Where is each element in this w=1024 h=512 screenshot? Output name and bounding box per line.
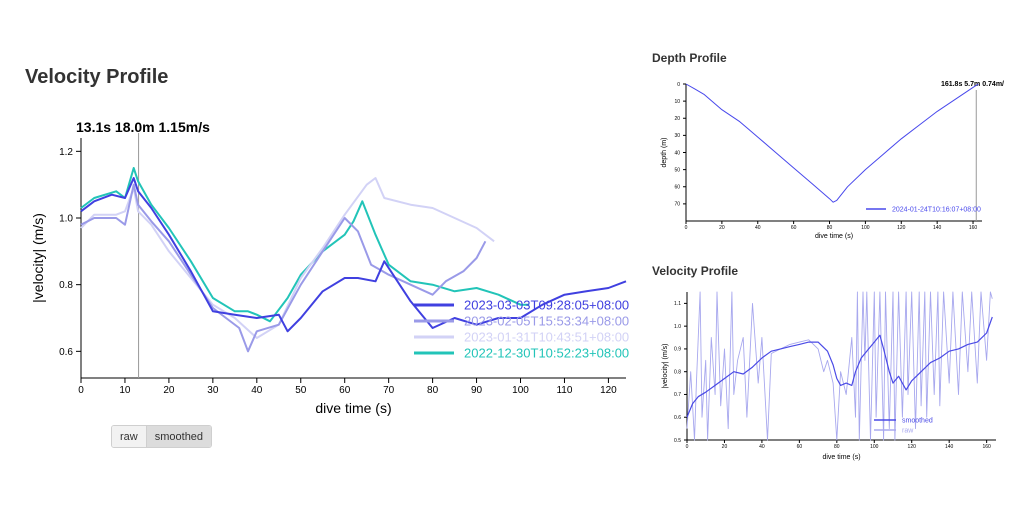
smoothed-button[interactable]: smoothed bbox=[145, 426, 212, 447]
legend-label: 2023-02-05T15:53:34+08:00 bbox=[464, 314, 629, 329]
y-tick-label: 0.9 bbox=[674, 347, 681, 353]
x-tick-label: 100 bbox=[512, 385, 529, 396]
y-tick-label: 0.5 bbox=[674, 438, 681, 444]
y-tick-label: 50 bbox=[674, 167, 680, 173]
page-title: Velocity Profile bbox=[25, 66, 169, 88]
x-tick-label: 0 bbox=[686, 444, 689, 450]
x-tick-label: 140 bbox=[945, 444, 954, 450]
y-tick-label: 1.1 bbox=[674, 301, 681, 307]
depth-chart-title: Depth Profile bbox=[652, 51, 727, 65]
y-tick-label: 20 bbox=[674, 116, 680, 122]
x-tick-label: 70 bbox=[383, 385, 395, 396]
y-tick-label: 0.7 bbox=[674, 392, 681, 398]
legend-label: 2023-03-03T09:28:05+08:00 bbox=[464, 298, 629, 313]
x-tick-label: 60 bbox=[339, 385, 351, 396]
legend-label: 2022-12-30T10:52:23+08:00 bbox=[464, 346, 629, 361]
series-line-smoothed bbox=[686, 316, 993, 418]
x-tick-label: 160 bbox=[982, 444, 991, 450]
x-axis-label: dive time (s) bbox=[315, 400, 391, 416]
x-tick-label: 100 bbox=[870, 444, 879, 450]
x-tick-label: 90 bbox=[471, 385, 483, 396]
legend-label: smoothed bbox=[902, 417, 933, 424]
y-tick-label: 0.8 bbox=[674, 369, 681, 375]
x-tick-label: 60 bbox=[791, 225, 797, 231]
y-tick-label: 60 bbox=[674, 185, 680, 191]
x-tick-label: 0 bbox=[78, 385, 84, 396]
cursor-readout: 161.8s 5.7m 0.74m/ bbox=[941, 81, 1004, 88]
depth-profile-chart[interactable]: 0 20 40 60 80 100 120 140 160 0 10 20 30 40 50 60 70 dive… bbox=[0, 0, 1024, 260]
series-line-2023-02-05T15:53:34+08:00 bbox=[80, 183, 487, 353]
x-tick-label: 80 bbox=[427, 385, 439, 396]
x-tick-label: 160 bbox=[969, 225, 978, 231]
y-tick-label: 0.6 bbox=[59, 347, 73, 358]
x-tick-label: 40 bbox=[759, 444, 765, 450]
x-tick-label: 60 bbox=[797, 444, 803, 450]
x-tick-label: 40 bbox=[755, 225, 761, 231]
x-tick-label: 100 bbox=[861, 225, 870, 231]
x-tick-label: 40 bbox=[251, 385, 263, 396]
legend-label: raw bbox=[902, 427, 914, 434]
series-line-2023-03-03T09:28:05+08:00 bbox=[80, 177, 627, 333]
velocity-small-chart-title: Velocity Profile bbox=[652, 264, 739, 278]
x-tick-label: 120 bbox=[600, 385, 617, 396]
x-tick-label: 120 bbox=[908, 444, 917, 450]
raw-button[interactable]: raw bbox=[112, 426, 146, 447]
x-tick-label: 10 bbox=[119, 385, 131, 396]
y-axis-label: |velocity| (m/s) bbox=[662, 344, 669, 389]
x-tick-label: 20 bbox=[722, 444, 728, 450]
x-tick-label: 80 bbox=[834, 444, 840, 450]
y-tick-label: 40 bbox=[674, 150, 680, 156]
x-tick-label: 20 bbox=[719, 225, 725, 231]
x-tick-label: 50 bbox=[295, 385, 307, 396]
legend-label: 2023-01-31T10:43:51+08:00 bbox=[464, 330, 629, 345]
x-tick-label: 110 bbox=[556, 385, 572, 396]
y-axis-label: depth (m) bbox=[661, 138, 668, 168]
view-mode-toggle: raw smoothed bbox=[111, 425, 213, 448]
y-tick-label: 0.8 bbox=[59, 280, 73, 291]
x-tick-label: 140 bbox=[933, 225, 942, 231]
x-tick-label: 0 bbox=[685, 225, 688, 231]
x-tick-label: 30 bbox=[207, 385, 219, 396]
x-axis-label: dive time (s) bbox=[815, 233, 853, 240]
y-tick-label: 1.0 bbox=[59, 214, 73, 225]
series-line-raw bbox=[686, 291, 993, 441]
x-axis-label: dive time (s) bbox=[822, 454, 860, 461]
legend-label: 2024-01-24T10:16:07+08:00 bbox=[892, 206, 981, 213]
velocity-profile-small-chart[interactable]: 0 20 40 60 80 100 120 140 1600.50.60.70.80.91.01… bbox=[0, 0, 1024, 480]
y-tick-label: 0 bbox=[677, 82, 680, 88]
y-tick-label: 30 bbox=[674, 133, 680, 139]
y-tick-label: 1.0 bbox=[674, 324, 681, 330]
x-tick-label: 20 bbox=[163, 385, 175, 396]
main-velocity-chart[interactable]: 0 10 20 30 40 50 60 70 80 90 100 110 120 0.6 0.8 1.0 1.2… bbox=[0, 0, 650, 430]
y-axis-label: |velocity| (m/s) bbox=[30, 213, 46, 303]
x-tick-label: 120 bbox=[897, 225, 906, 231]
y-tick-label: 70 bbox=[674, 202, 680, 208]
y-tick-label: 10 bbox=[674, 99, 680, 105]
series-line-2024-01-24T10:16:07+08:00 bbox=[685, 83, 979, 203]
y-tick-label: 0.6 bbox=[674, 415, 681, 421]
cursor-readout: 13.1s 18.0m 1.15m/s bbox=[76, 119, 210, 135]
x-tick-label: 80 bbox=[827, 225, 833, 231]
y-tick-label: 1.2 bbox=[59, 147, 73, 158]
